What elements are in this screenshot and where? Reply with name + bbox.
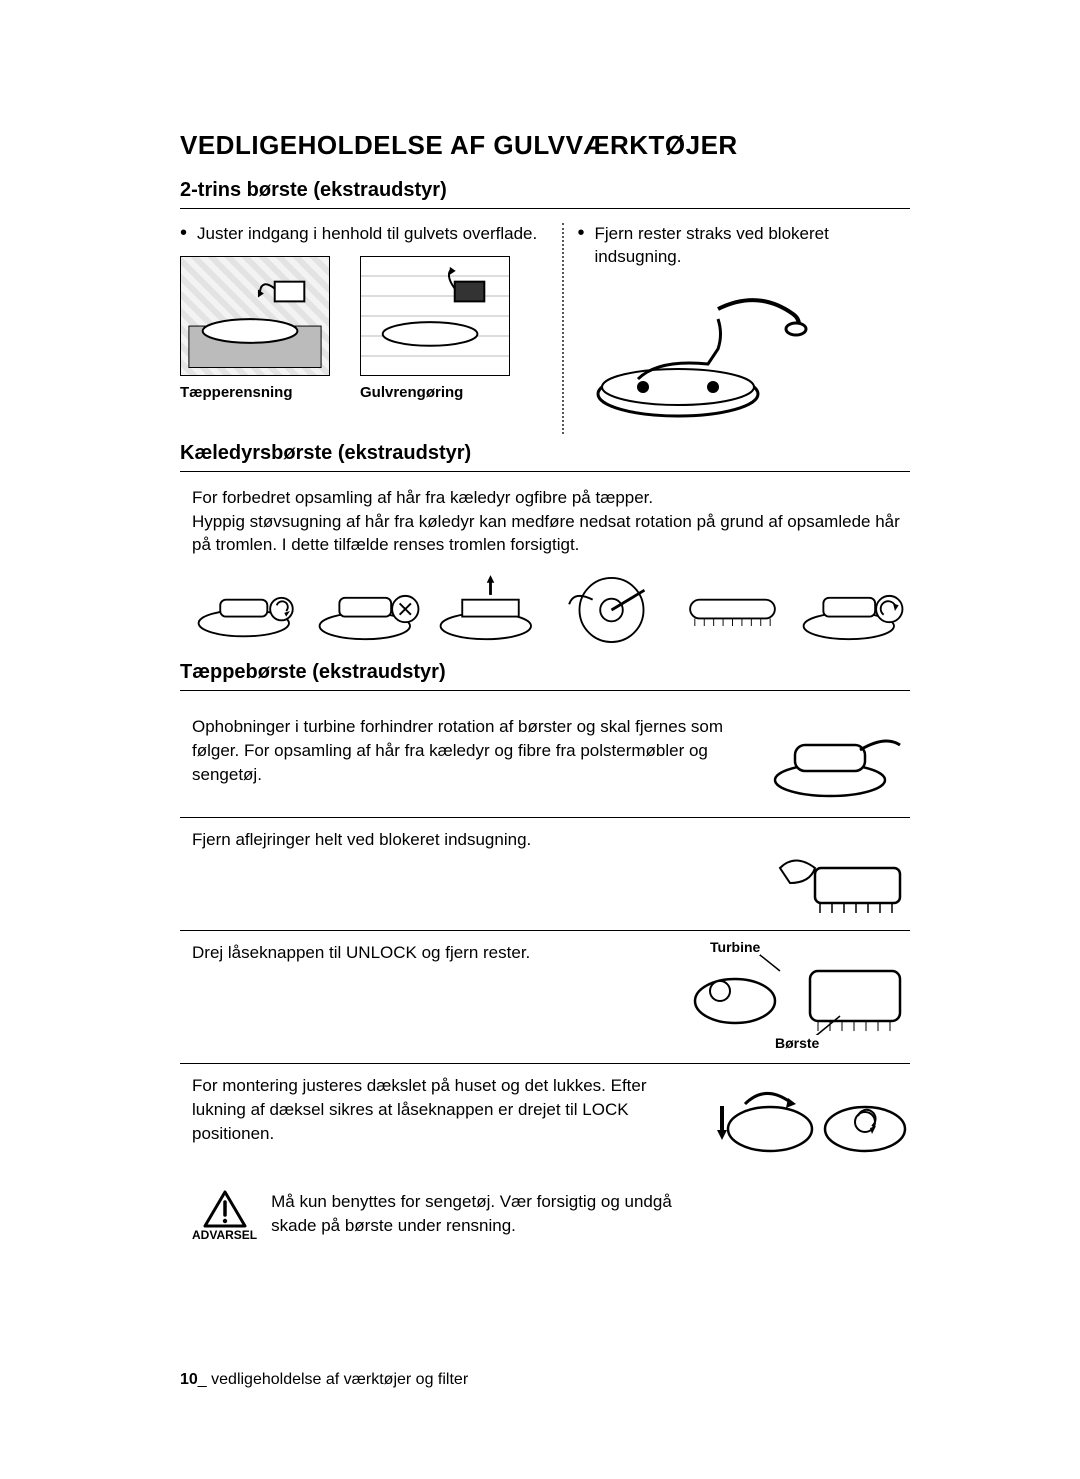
sub3-heading: Tæppebørste (ekstraudstyr) [180, 661, 910, 691]
sub3-img1 [760, 715, 910, 805]
bullet-left: • Juster indgang i henhold til gulvets o… [180, 223, 548, 246]
sub1-image-row: Tæpperensning Gulvrengøring [180, 256, 548, 401]
dotted-divider [562, 223, 564, 434]
warning-text: Må kun benyttes for sengetøj. Vær forsig… [271, 1190, 691, 1238]
sub3-para3: Drej låseknappen til UNLOCK og fjern res… [192, 941, 660, 965]
nozzle-illustration [578, 279, 818, 429]
strip-4 [555, 569, 668, 651]
sub3-row2: Fjern aflejringer helt ved blokeret inds… [180, 818, 910, 931]
sub2-text: For forbedret opsamling af hår fra kæled… [192, 486, 910, 557]
sub3-para2: Fjern aflejringer helt ved blokeret inds… [192, 828, 740, 852]
warning-box: ADVARSEL Må kun benyttes for sengetøj. V… [192, 1190, 910, 1242]
bullet-left-text: Juster indgang i henhold til gulvets ove… [197, 223, 537, 246]
warning-icon: ADVARSEL [192, 1190, 257, 1242]
strip-1 [192, 569, 305, 651]
floor-caption: Gulvrengøring [360, 384, 510, 401]
strip-5 [676, 569, 789, 651]
warning-label: ADVARSEL [192, 1228, 257, 1242]
bullet-right: • Fjern rester straks ved blokeret indsu… [578, 223, 911, 269]
sub3-row3: Drej låseknappen til UNLOCK og fjern res… [180, 931, 910, 1064]
carpet-image [180, 256, 330, 376]
page-footer: 10_ vedligeholdelse af værktøjer og filt… [180, 1371, 468, 1389]
brush-label: Børste [775, 1035, 819, 1051]
sub3-img2 [760, 828, 910, 918]
page-title: VEDLIGEHOLDELSE AF GULVVÆRKTØJER [180, 130, 910, 161]
bullet-icon: • [180, 223, 187, 246]
sub1-row: • Juster indgang i henhold til gulvets o… [180, 223, 910, 434]
sub1-left-col: • Juster indgang i henhold til gulvets o… [180, 223, 548, 434]
sub3-row1: Ophobninger i turbine forhindrer rotatio… [180, 705, 910, 818]
floor-figure: Gulvrengøring [360, 256, 510, 401]
pet-brush-strip [192, 569, 910, 651]
sub1-heading: 2-trins børste (ekstraudstyr) [180, 179, 910, 209]
strip-6 [797, 569, 910, 651]
sub3-img4 [710, 1074, 910, 1164]
strip-2 [313, 569, 426, 651]
bullet-right-text: Fjern rester straks ved blokeret indsugn… [595, 223, 910, 269]
page-number: 10 [180, 1371, 198, 1388]
sub1-right-col: • Fjern rester straks ved blokeret indsu… [578, 223, 911, 434]
floor-image [360, 256, 510, 376]
strip-3 [434, 569, 547, 651]
sub3-para1: Ophobninger i turbine forhindrer rotatio… [192, 715, 740, 786]
footer-text: _ vedligeholdelse af værktøjer og filter [198, 1371, 468, 1388]
carpet-caption: Tæpperensning [180, 384, 330, 401]
sub2-heading: Kæledyrsbørste (ekstraudstyr) [180, 442, 910, 472]
sub3-row4: For montering justeres dækslet på huset … [180, 1064, 910, 1176]
bullet-icon: • [578, 223, 585, 269]
carpet-figure: Tæpperensning [180, 256, 330, 401]
sub3-para4: For montering justeres dækslet på huset … [192, 1074, 690, 1145]
turbine-label: Turbine [710, 939, 760, 955]
sub3-img3: Turbine Børste [680, 941, 910, 1051]
